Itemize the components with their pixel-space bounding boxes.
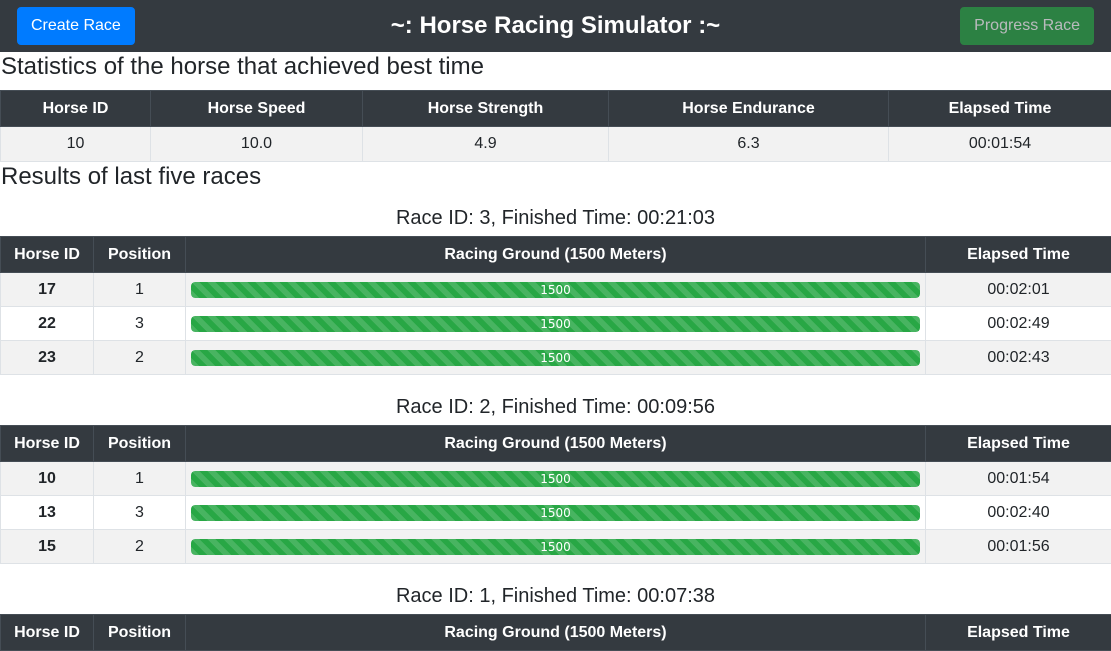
racing-ground-cell: 1500 [186, 341, 926, 375]
best-horse-id: 10 [1, 127, 151, 162]
elapsed-time-cell: 00:02:43 [926, 341, 1111, 375]
col-horse-speed: Horse Speed [151, 91, 363, 127]
col-elapsed-time: Elapsed Time [926, 615, 1111, 651]
col-racing-ground: Racing Ground (1500 Meters) [186, 426, 926, 462]
col-elapsed-time: Elapsed Time [926, 426, 1111, 462]
col-horse-id: Horse ID [1, 615, 94, 651]
col-horse-endurance: Horse Endurance [609, 91, 889, 127]
race-progress: 1500 [191, 505, 920, 521]
race-progress-bar: 1500 [191, 539, 920, 555]
race-progress-bar: 1500 [191, 316, 920, 332]
col-horse-id: Horse ID [1, 237, 94, 273]
race-progress: 1500 [191, 539, 920, 555]
best-horse-endurance: 6.3 [609, 127, 889, 162]
best-horse-speed: 10.0 [151, 127, 363, 162]
race-progress-bar: 1500 [191, 471, 920, 487]
racing-ground-cell: 1500 [186, 496, 926, 530]
horse-id-cell: 13 [1, 496, 94, 530]
racing-ground-cell: 1500 [186, 307, 926, 341]
horse-id-cell: 23 [1, 341, 94, 375]
race-progress: 1500 [191, 282, 920, 298]
position-cell: 2 [94, 530, 186, 564]
race-title: Race ID: 2, Finished Time: 00:09:56 [0, 389, 1111, 425]
elapsed-time-cell: 00:02:40 [926, 496, 1111, 530]
col-position: Position [94, 615, 186, 651]
elapsed-time-cell: 00:02:01 [926, 273, 1111, 307]
horse-id-cell: 10 [1, 462, 94, 496]
race-progress-bar: 1500 [191, 282, 920, 298]
best-horse-table: Horse ID Horse Speed Horse Strength Hors… [0, 90, 1111, 162]
race-progress: 1500 [191, 471, 920, 487]
horse-id-cell: 17 [1, 273, 94, 307]
top-navbar: Create Race ~: Horse Racing Simulator :~… [0, 0, 1111, 52]
position-cell: 3 [94, 307, 186, 341]
col-horse-id: Horse ID [1, 426, 94, 462]
racing-ground-cell: 1500 [186, 530, 926, 564]
col-horse-id: Horse ID [1, 91, 151, 127]
col-elapsed-time: Elapsed Time [926, 237, 1111, 273]
create-race-button[interactable]: Create Race [17, 7, 135, 45]
progress-race-button[interactable]: Progress Race [960, 7, 1094, 45]
table-row: 10 10.0 4.9 6.3 00:01:54 [1, 127, 1111, 162]
elapsed-time-cell: 00:01:54 [926, 462, 1111, 496]
col-elapsed-time: Elapsed Time [889, 91, 1111, 127]
best-horse-strength: 4.9 [363, 127, 609, 162]
col-racing-ground: Racing Ground (1500 Meters) [186, 615, 926, 651]
race-title: Race ID: 1, Finished Time: 00:07:38 [0, 578, 1111, 614]
best-time-heading: Statistics of the horse that achieved be… [0, 52, 1111, 90]
elapsed-time-cell: 00:02:49 [926, 307, 1111, 341]
racing-ground-cell: 1500 [186, 462, 926, 496]
position-cell: 1 [94, 273, 186, 307]
racing-ground-cell: 1500 [186, 273, 926, 307]
race-progress: 1500 [191, 350, 920, 366]
col-position: Position [94, 426, 186, 462]
horse-id-cell: 15 [1, 530, 94, 564]
race-title: Race ID: 3, Finished Time: 00:21:03 [0, 200, 1111, 236]
col-racing-ground: Racing Ground (1500 Meters) [186, 237, 926, 273]
best-elapsed-time: 00:01:54 [889, 127, 1111, 162]
race-progress: 1500 [191, 316, 920, 332]
col-horse-strength: Horse Strength [363, 91, 609, 127]
app-title: ~: Horse Racing Simulator :~ [0, 0, 1111, 52]
horse-id-cell: 22 [1, 307, 94, 341]
position-cell: 2 [94, 341, 186, 375]
position-cell: 3 [94, 496, 186, 530]
position-cell: 1 [94, 462, 186, 496]
col-position: Position [94, 237, 186, 273]
race-progress-bar: 1500 [191, 505, 920, 521]
race-progress-bar: 1500 [191, 350, 920, 366]
elapsed-time-cell: 00:01:56 [926, 530, 1111, 564]
last-races-heading: Results of last five races [0, 162, 1111, 200]
